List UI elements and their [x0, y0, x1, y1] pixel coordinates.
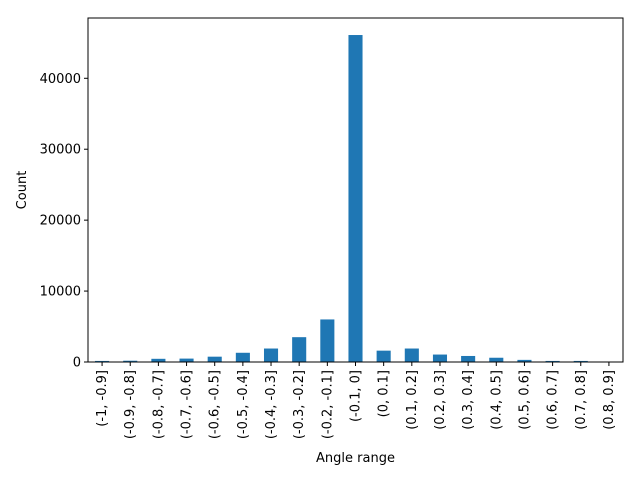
bar	[95, 360, 110, 362]
x-tick-label: (-1, -0.9]	[95, 370, 110, 427]
bar	[320, 319, 335, 362]
x-tick-label: (-0.6, -0.5]	[208, 370, 223, 439]
x-tick-label: (0.1, 0.2]	[405, 370, 420, 430]
y-axis-ticks: 0 10000 20000 30000 40000	[40, 72, 88, 371]
bars-group	[95, 35, 616, 363]
y-tick-label: 40000	[40, 72, 81, 87]
x-tick-label: (0, 0.1]	[377, 370, 392, 417]
x-tick-label: (-0.3, -0.2]	[292, 370, 307, 439]
bar	[263, 348, 279, 362]
bar	[489, 357, 504, 362]
x-axis-ticks: (-1, -0.9] (-0.9, -0.8] (-0.8, -0.7] (-0.7,…	[95, 362, 617, 439]
bar	[292, 337, 307, 362]
x-tick-label: (0.6, 0.7]	[546, 370, 561, 430]
x-tick-label: (-0.8, -0.7]	[151, 370, 166, 439]
bar	[348, 35, 363, 363]
x-tick-label: (0.2, 0.3]	[433, 370, 448, 430]
x-tick-label: (0.7, 0.8]	[574, 370, 589, 430]
x-tick-label: (-0.9, -0.8]	[123, 370, 138, 439]
y-tick-label: 10000	[40, 285, 81, 300]
bar	[461, 355, 476, 362]
bar	[123, 360, 138, 362]
y-tick-label: 0	[73, 356, 81, 371]
x-tick-label: (-0.1, 0]	[349, 370, 364, 422]
x-axis-label: Angle range	[316, 451, 395, 466]
bar	[517, 359, 532, 362]
bar	[573, 360, 588, 362]
y-axis-label: Count	[15, 171, 30, 210]
y-tick-label: 20000	[40, 214, 81, 229]
bar	[207, 356, 222, 362]
bar	[432, 354, 448, 362]
bar	[179, 358, 194, 362]
x-tick-label: (-0.4, -0.3]	[264, 370, 279, 439]
y-tick-label: 30000	[40, 143, 81, 158]
x-tick-label: (0.5, 0.6]	[517, 370, 532, 430]
bar	[151, 358, 166, 362]
x-tick-label: (0.4, 0.5]	[489, 370, 504, 430]
x-tick-label: (-0.7, -0.6]	[180, 370, 195, 439]
x-tick-label: (-0.5, -0.4]	[236, 370, 251, 439]
bar	[404, 348, 419, 362]
x-tick-label: (-0.2, -0.1]	[320, 370, 335, 439]
plot-frame	[87, 17, 624, 363]
bar	[235, 352, 250, 362]
x-tick-label: (0.8, 0.9]	[602, 370, 617, 430]
x-tick-label: (0.3, 0.4]	[461, 370, 476, 430]
bar	[545, 360, 560, 362]
bar	[376, 350, 391, 362]
